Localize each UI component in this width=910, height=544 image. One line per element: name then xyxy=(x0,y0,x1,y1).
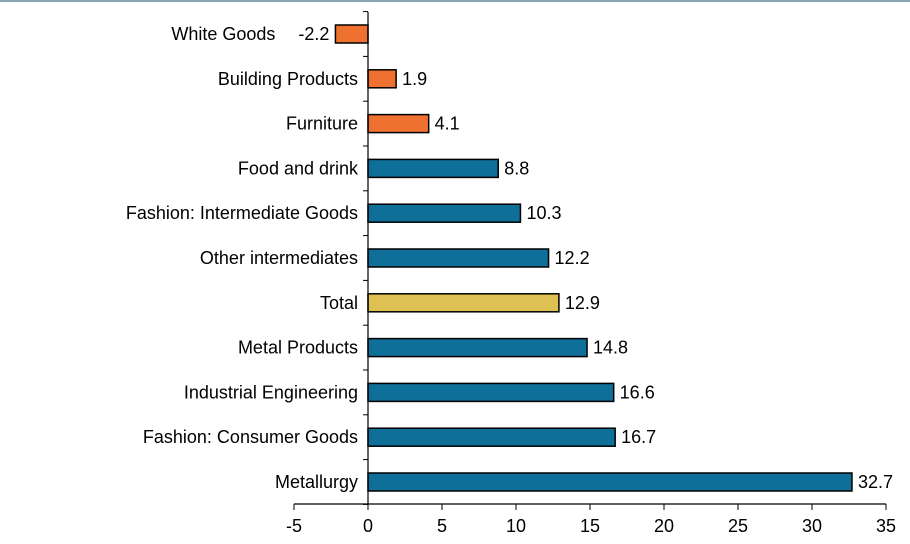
x-tick-label-7: 30 xyxy=(802,516,822,536)
value-label-3: 8.8 xyxy=(504,158,529,178)
x-tick-label-1: 0 xyxy=(363,516,373,536)
category-label-2: Furniture xyxy=(286,114,358,134)
value-label-10: 32.7 xyxy=(858,472,893,492)
category-label-8: Industrial Engineering xyxy=(184,382,358,402)
category-label-9: Fashion: Consumer Goods xyxy=(143,427,358,447)
bar-5 xyxy=(367,248,550,268)
x-tick-label-4: 15 xyxy=(580,516,600,536)
category-label-0: White Goods xyxy=(171,24,275,44)
bar-10 xyxy=(367,472,853,492)
x-tick-label-8: 35 xyxy=(876,516,896,536)
value-label-7: 14.8 xyxy=(593,338,628,358)
category-label-4: Fashion: Intermediate Goods xyxy=(126,203,358,223)
category-label-10: Metallurgy xyxy=(275,472,358,492)
value-label-0: -2.2 xyxy=(298,24,329,44)
bar-7 xyxy=(367,337,588,358)
category-label-7: Metal Products xyxy=(238,338,358,358)
value-label-8: 16.6 xyxy=(620,382,655,402)
bar-0 xyxy=(334,24,369,44)
x-tick-label-2: 5 xyxy=(437,516,447,536)
bar-6 xyxy=(367,293,560,313)
category-label-1: Building Products xyxy=(218,69,358,89)
x-tick-label-6: 25 xyxy=(728,516,748,536)
bar-3 xyxy=(367,158,499,179)
bar-8 xyxy=(367,382,615,403)
x-tick-label-5: 20 xyxy=(654,516,674,536)
value-label-5: 12.2 xyxy=(555,248,590,268)
bar-9 xyxy=(367,427,616,447)
value-label-4: 10.3 xyxy=(526,203,561,223)
labels-layer: White Goods -2.2 Building Products 1.9 Furni… xyxy=(126,24,893,492)
value-label-2: 4.1 xyxy=(435,114,460,134)
axis-layer: -5 0 5 10 15 20 25 30 35 xyxy=(286,11,896,536)
top-rule xyxy=(0,0,910,2)
value-label-6: 12.9 xyxy=(565,293,600,313)
bars-layer xyxy=(334,24,853,492)
bar-2 xyxy=(367,113,430,134)
value-label-9: 16.7 xyxy=(621,427,656,447)
bar-4 xyxy=(367,203,522,223)
x-tick-label-0: -5 xyxy=(286,516,302,536)
category-label-5: Other intermediates xyxy=(200,248,358,268)
value-label-1: 1.9 xyxy=(402,69,427,89)
category-label-3: Food and drink xyxy=(238,158,359,178)
category-label-6: Total xyxy=(320,293,358,313)
x-tick-label-3: 10 xyxy=(506,516,526,536)
bar-1 xyxy=(367,69,397,89)
